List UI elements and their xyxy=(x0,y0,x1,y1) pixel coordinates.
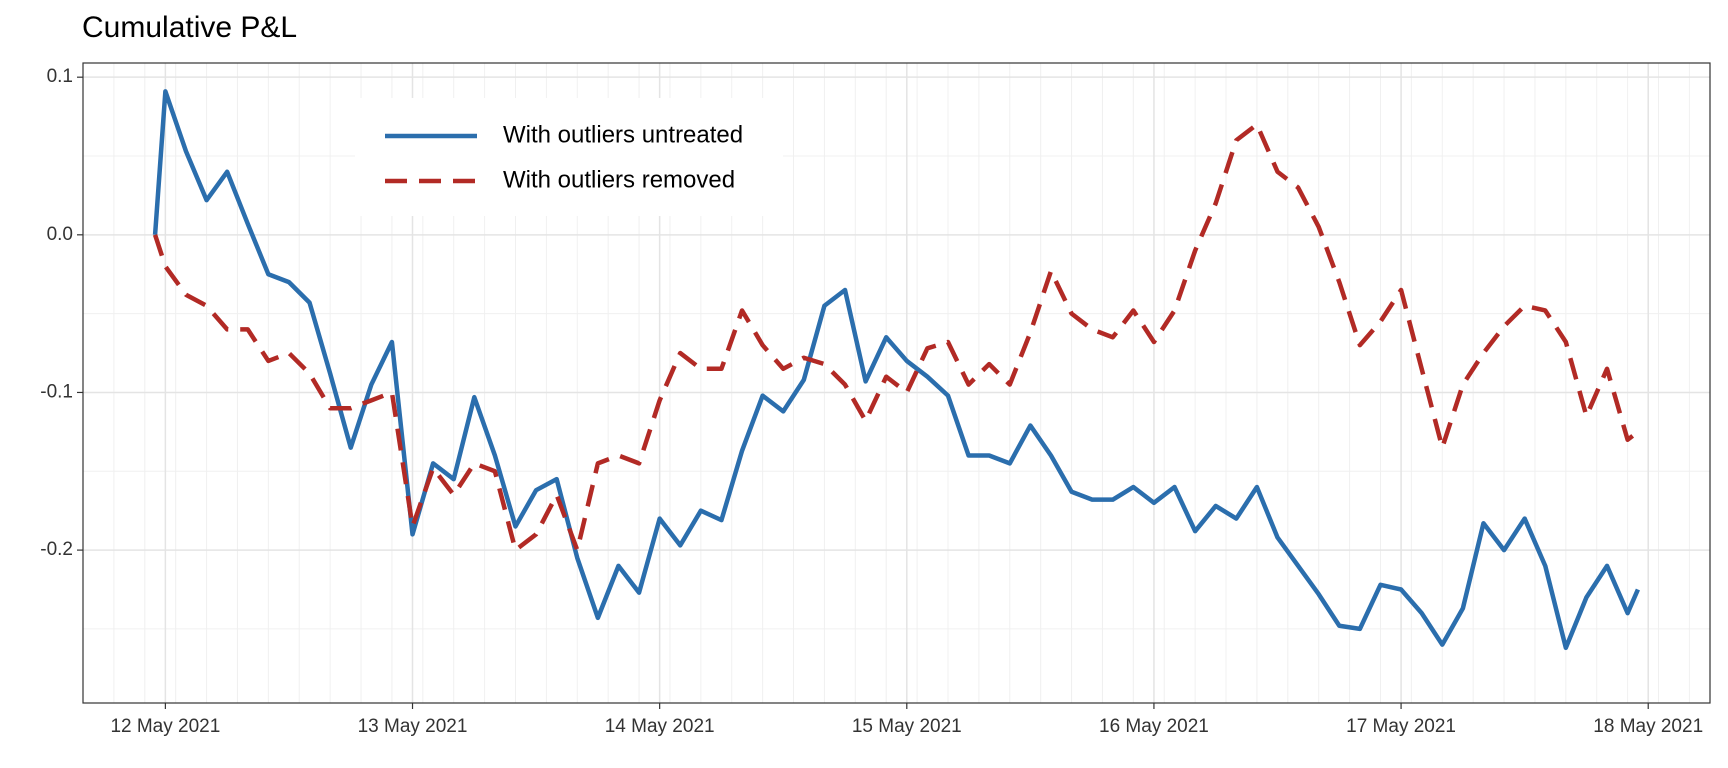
y-tick-label: 0.0 xyxy=(47,224,73,245)
plot-border xyxy=(82,62,1711,704)
y-tick-label: -0.1 xyxy=(40,381,73,402)
x-tick-label: 12 May 2021 xyxy=(110,716,220,737)
legend-label: With outliers untreated xyxy=(503,121,743,148)
series-line xyxy=(152,89,1640,651)
x-tick-label: 18 May 2021 xyxy=(1593,716,1703,737)
y-tick-label: 0.1 xyxy=(47,66,73,87)
x-tick-label: 14 May 2021 xyxy=(605,716,715,737)
x-tick-label: 17 May 2021 xyxy=(1346,716,1456,737)
y-tick-label: -0.2 xyxy=(40,539,73,560)
legend-label: With outliers removed xyxy=(503,166,735,193)
chart-title: Cumulative P&L xyxy=(82,11,297,44)
x-tick-label: 13 May 2021 xyxy=(358,716,468,737)
x-tick-label: 16 May 2021 xyxy=(1099,716,1209,737)
legend-box xyxy=(355,98,783,216)
series-line xyxy=(152,122,1640,553)
x-tick-label: 15 May 2021 xyxy=(852,716,962,737)
legend: With outliers untreated With outliers rem… xyxy=(355,98,783,216)
